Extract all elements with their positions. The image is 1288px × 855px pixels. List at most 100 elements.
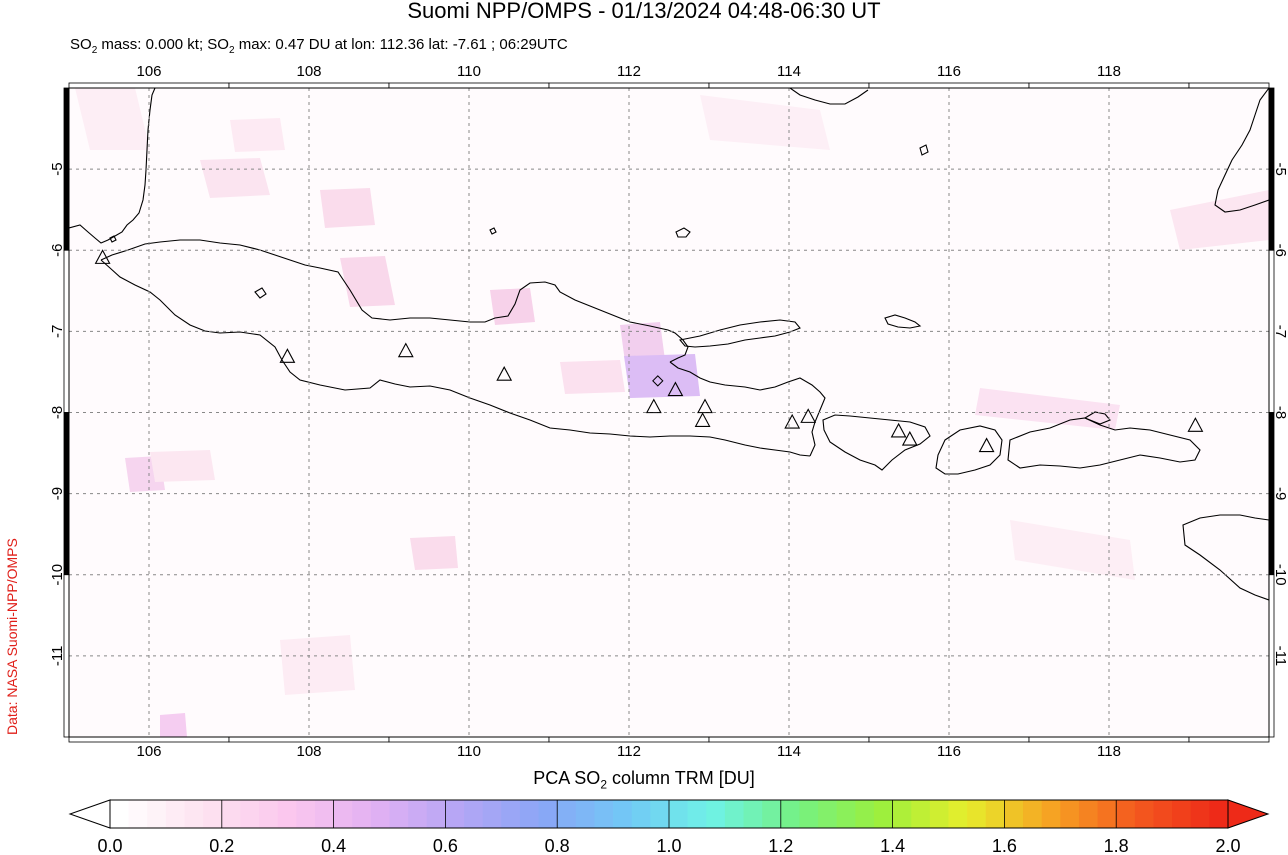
colorbar-segment: [1172, 800, 1192, 828]
so2-pixel: [975, 388, 1120, 430]
kalimantan-north-coast: [789, 88, 869, 105]
map-title: Suomi NPP/OMPS - 01/13/2024 04:48-06:30 …: [407, 0, 881, 23]
colorbar-segment: [1078, 800, 1099, 828]
lat-tick-label: -11: [1272, 646, 1288, 667]
colorbar-segment: [967, 800, 987, 828]
lat-ticks-right: -5 -6 -7 -8 -9 -10 -11: [1272, 162, 1288, 666]
colorbar-segment: [724, 800, 745, 828]
lon-tick-label: 114: [777, 63, 801, 80]
colorbar-tick-label: 1.6: [992, 836, 1017, 855]
colorbar-segment: [519, 800, 540, 828]
bali-island: [822, 414, 931, 471]
map-frame: [63, 82, 1275, 743]
colorbar-segment: [408, 800, 428, 828]
colorbar: [68, 799, 1270, 829]
lat-tick-label: -10: [1272, 564, 1288, 586]
lat-tick-label: -10: [49, 564, 66, 586]
lon-tick-label: 114: [777, 743, 801, 760]
colorbar-tick-label: 1.2: [768, 836, 793, 855]
frame-bar: [868, 82, 1030, 89]
map-border: [68, 87, 1270, 738]
colorbar-segment: [501, 800, 521, 828]
colorbar-tick-label: 1.4: [880, 836, 905, 855]
sumatra-coast: [69, 88, 156, 244]
lon-tick-label: 116: [937, 63, 961, 80]
colorbar-segment: [743, 800, 763, 828]
lon-tick-label: 118: [1097, 63, 1121, 80]
colorbar-low-arrow: [68, 799, 111, 829]
frame-bar: [388, 736, 550, 743]
colorbar-segment: [631, 800, 651, 828]
colorbar-tick-label: 0.8: [545, 836, 570, 855]
frame-bar: [1188, 736, 1270, 743]
colorbar-segment: [929, 800, 950, 828]
java-south-coast: [100, 259, 811, 457]
frame-bar: [228, 82, 390, 89]
lon-tick-label: 110: [457, 63, 481, 80]
small-island: [919, 144, 929, 156]
subtitle-sub2: 2: [228, 45, 235, 56]
triangle-icon: [697, 398, 713, 414]
colorbar-tick-label: 0.6: [433, 836, 458, 855]
so2-pixel-layer: [75, 88, 1269, 737]
colorbar-segment: [706, 800, 726, 828]
lat-tick-label: -9: [1272, 487, 1288, 500]
colorbar-segment: [1153, 800, 1173, 828]
lat-tick-label: -9: [49, 487, 66, 500]
lon-tick-label: 106: [136, 743, 161, 760]
colorbar-segment: [277, 800, 297, 828]
colorbar-title-prefix: PCA SO: [533, 768, 601, 788]
volcano-markers: [94, 249, 1204, 453]
lon-tick-label: 112: [617, 63, 641, 80]
colorbar-segment: [482, 800, 502, 828]
colorbar-segment: [650, 800, 670, 828]
triangle-icon: [800, 408, 817, 423]
lon-tick-label: 110: [457, 743, 481, 760]
so2-max-marker: [652, 375, 664, 387]
colorbar-segment: [1023, 800, 1043, 828]
so2-pixel: [700, 95, 830, 150]
small-island: [254, 287, 267, 299]
kalimantan-coast: [1214, 88, 1269, 213]
so2-pixel: [340, 256, 395, 307]
colorbar-segment: [557, 800, 577, 828]
colorbar-tick-label: 0.4: [321, 836, 346, 855]
so2-pixel: [230, 118, 285, 152]
triangle-icon: [978, 437, 995, 453]
colorbar-segment: [985, 800, 1005, 828]
colorbar-segment: [1134, 800, 1155, 828]
colorbar-segment: [948, 800, 968, 828]
colorbar-segment: [240, 800, 260, 828]
colorbar-tick-label: 0.0: [97, 836, 122, 855]
lon-ticks-bottom: 106 108 110 112 114 116 118: [136, 743, 1120, 760]
lat-ticks-left: -5 -6 -7 -8 -9 -10 -11: [49, 162, 66, 666]
sumba-island: [1182, 514, 1269, 601]
colorbar-segment: [892, 800, 912, 828]
colorbar-segment: [221, 800, 242, 828]
colorbar-segment: [1209, 800, 1229, 828]
colorbar-segment: [370, 800, 391, 828]
lat-tick-label: -8: [49, 406, 66, 419]
colorbar-segment: [911, 800, 931, 828]
frame-bar: [228, 736, 390, 743]
frame-bar: [68, 736, 230, 743]
lat-tick-label: -6: [49, 244, 66, 257]
triangle-icon: [496, 366, 513, 381]
colorbar-tick-label: 0.2: [209, 836, 234, 855]
lat-tick-label: -6: [1272, 244, 1288, 257]
subtitle-suffix: max: 0.47 DU at lon: 112.36 lat: -7.61 ;…: [234, 36, 568, 53]
kangean-islands: [884, 314, 922, 329]
so2-pixel: [1010, 520, 1135, 580]
lon-tick-label: 112: [617, 743, 641, 760]
lat-tick-label: -8: [1272, 406, 1288, 419]
triangle-icon: [94, 249, 111, 264]
frame-bar: [68, 82, 230, 89]
frame-bar: [708, 736, 870, 743]
colorbar-segment: [762, 800, 782, 828]
colorbar-title-suffix: column TRM [DU]: [607, 768, 755, 788]
colorbar-segment: [389, 800, 409, 828]
frame-bar: [1028, 82, 1190, 89]
so2-pixel: [160, 713, 187, 737]
so2-pixel: [150, 450, 215, 482]
